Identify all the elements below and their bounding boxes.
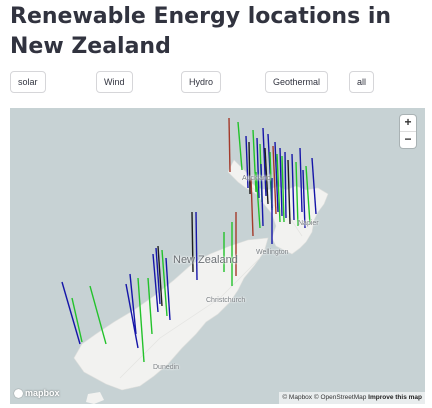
hydro-location-bar: [260, 163, 264, 227]
hydro-location-bar: [279, 147, 283, 217]
wind-location-bar: [305, 165, 311, 225]
other-location-bar: [287, 159, 291, 225]
wind-location-bar: [276, 153, 281, 223]
wind-location-bar: [147, 277, 153, 335]
christchurch-label: Christchurch: [206, 297, 246, 304]
hydro-location-bar: [195, 211, 198, 281]
south-island-land: [73, 237, 269, 391]
hydro-location-bar: [152, 253, 159, 313]
other-location-bar: [157, 245, 163, 307]
hydro-location-bar: [165, 257, 171, 321]
stewart-island-land: [86, 392, 104, 404]
hydro-filter-button[interactable]: Hydro: [181, 71, 222, 93]
filter-button-row: solar Wind Hydro Geothermal all: [0, 71, 432, 93]
dunedin-label: Dunedin: [153, 364, 180, 371]
hydro-location-bar: [284, 151, 287, 219]
all-filter-button[interactable]: all: [349, 71, 375, 93]
auckland-label: Auckland: [242, 175, 271, 182]
hydro-location-bar: [245, 135, 249, 189]
hydro-location-bar: [61, 281, 81, 345]
zoom-control: + −: [400, 115, 416, 148]
geothermal-location-bar: [272, 145, 277, 215]
wind-filter-button[interactable]: Wind: [96, 71, 133, 93]
wind-location-bar: [89, 285, 107, 345]
wind-location-bar: [255, 171, 261, 229]
page-title: Renewable Energy locations in New Zealan…: [10, 4, 392, 59]
zoom-in-button[interactable]: +: [404, 115, 412, 129]
hydro-location-bar: [262, 127, 267, 197]
improve-map-link[interactable]: Improve this map: [368, 394, 422, 401]
map-attribution: © Mapbox © OpenStreetMap Improve this ma…: [279, 392, 425, 404]
other-location-bar: [264, 147, 269, 205]
mapbox-logo-icon: [14, 388, 23, 398]
other-location-bar: [191, 211, 194, 273]
mapbox-attribution-link[interactable]: © Mapbox: [282, 394, 313, 401]
wind-location-bar: [161, 249, 168, 317]
wind-location-bar: [71, 297, 83, 343]
hydro-location-bar: [302, 169, 306, 229]
geothermal-location-bar: [228, 117, 231, 173]
geothermal-location-bar: [250, 177, 254, 237]
hydro-location-bar: [311, 157, 317, 215]
wind-location-bar: [281, 155, 285, 223]
hydro-location-bar: [274, 141, 279, 213]
country-label: New Zealand: [173, 254, 238, 266]
hydro-location-bar: [299, 147, 303, 213]
wind-location-bar: [237, 121, 243, 171]
hydro-location-bar: [155, 247, 161, 305]
hydro-location-bar: [129, 273, 137, 335]
wind-location-bar: [137, 277, 145, 363]
energy-bars: [61, 117, 317, 363]
wind-location-bar: [252, 129, 257, 193]
zoom-out-button[interactable]: −: [400, 131, 416, 148]
hydro-location-bar: [256, 137, 260, 199]
wellington-label: Wellington: [256, 249, 289, 256]
other-location-bar: [248, 141, 251, 195]
map-view[interactable]: New Zealand Napier Wellington Christchur…: [10, 108, 425, 404]
hydro-location-bar: [291, 153, 295, 221]
mapbox-logo-text: mapbox: [25, 388, 60, 398]
osm-attribution-link[interactable]: © OpenStreetMap: [313, 394, 367, 401]
mapbox-logo[interactable]: mapbox: [14, 388, 60, 398]
wind-location-bar: [295, 161, 299, 227]
map-canvas: [61, 117, 329, 404]
napier-label: Napier: [298, 220, 319, 227]
geothermal-filter-button[interactable]: Geothermal: [265, 71, 329, 93]
hydro-location-bar: [125, 283, 139, 349]
solar-filter-button[interactable]: solar: [10, 71, 46, 93]
